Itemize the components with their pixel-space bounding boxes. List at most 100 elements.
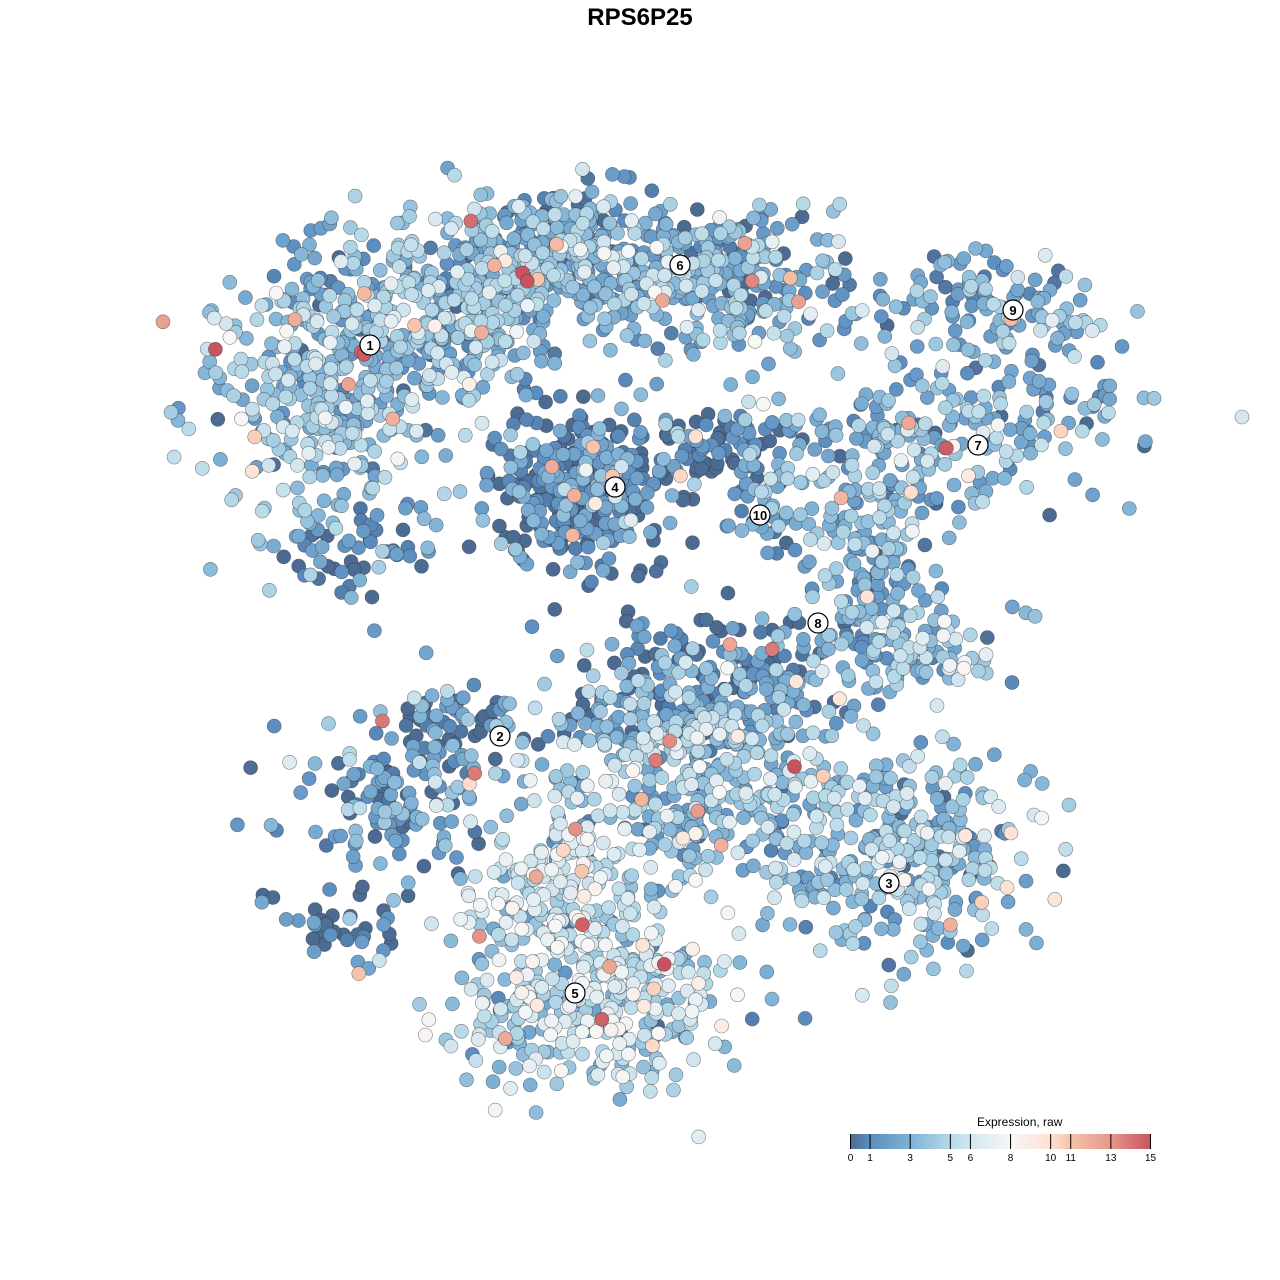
data-point — [804, 501, 820, 517]
data-point — [646, 714, 662, 729]
data-point — [959, 963, 974, 979]
data-point — [803, 306, 818, 322]
data-point — [937, 254, 952, 270]
data-point — [629, 618, 645, 634]
data-point — [795, 631, 811, 647]
data-point — [443, 1038, 459, 1054]
data-point — [264, 336, 279, 352]
data-point — [782, 917, 798, 932]
data-point — [838, 882, 854, 897]
data-point — [308, 824, 323, 840]
data-point — [989, 430, 1004, 446]
data-point — [181, 421, 197, 437]
data-point — [691, 1129, 707, 1145]
data-point — [668, 684, 683, 700]
data-point — [653, 631, 668, 646]
data-point — [347, 188, 363, 204]
data-point — [924, 769, 940, 785]
data-point — [322, 335, 338, 350]
data-point — [713, 335, 728, 351]
data-point — [317, 410, 333, 426]
data-point — [759, 964, 775, 980]
data-point — [322, 882, 337, 897]
data-point — [573, 242, 588, 257]
data-point — [373, 856, 388, 871]
data-point — [941, 530, 957, 546]
data-point — [902, 608, 918, 624]
data-point — [627, 491, 643, 507]
data-point — [623, 512, 639, 528]
data-point — [662, 822, 678, 837]
data-point — [856, 718, 871, 733]
data-point — [606, 655, 622, 671]
data-point — [857, 577, 873, 593]
data-point — [384, 731, 399, 746]
data-point — [741, 394, 756, 410]
data-point — [316, 493, 332, 509]
data-point — [779, 328, 795, 344]
data-point — [899, 786, 915, 801]
data-point — [424, 302, 440, 318]
data-point — [377, 469, 393, 485]
data-point — [518, 387, 534, 403]
data-point — [602, 690, 618, 705]
data-point — [649, 240, 665, 255]
data-point — [371, 559, 387, 575]
data-point — [249, 312, 265, 328]
data-point — [974, 894, 990, 910]
data-point — [582, 333, 598, 349]
data-point — [349, 302, 365, 318]
data-point — [395, 522, 411, 538]
data-point — [937, 456, 953, 472]
data-point — [977, 828, 992, 844]
cluster-label-1: 1 — [359, 334, 381, 356]
data-point — [755, 396, 771, 412]
data-point — [1053, 423, 1069, 439]
data-point — [467, 766, 483, 781]
data-point — [865, 726, 881, 742]
data-point — [321, 716, 336, 731]
data-point — [499, 808, 515, 824]
data-point — [1085, 487, 1100, 503]
data-point — [730, 987, 745, 1003]
data-point — [504, 932, 520, 948]
data-point — [681, 690, 697, 705]
data-point — [404, 287, 420, 302]
data-point — [630, 568, 646, 584]
data-point — [624, 213, 639, 228]
data-point — [801, 516, 817, 532]
data-point — [1068, 315, 1083, 330]
data-point — [615, 919, 630, 934]
data-point — [524, 619, 540, 635]
data-point — [651, 1025, 666, 1041]
cluster-label-text: 9 — [1009, 303, 1016, 318]
data-point — [279, 323, 295, 339]
data-point — [901, 415, 917, 431]
data-point — [846, 556, 862, 572]
data-point — [461, 376, 477, 392]
data-point — [691, 976, 706, 991]
data-point — [574, 863, 590, 879]
data-point — [552, 388, 568, 404]
data-point — [620, 891, 636, 906]
data-point — [814, 835, 830, 851]
data-point — [656, 451, 671, 467]
data-point — [999, 258, 1014, 274]
data-point — [443, 221, 459, 236]
data-point — [728, 300, 744, 316]
data-point — [429, 708, 444, 724]
data-point — [952, 515, 967, 530]
data-point — [390, 451, 406, 467]
data-point — [722, 814, 737, 830]
data-point — [644, 1070, 660, 1085]
data-point — [816, 890, 832, 906]
data-point — [369, 507, 385, 523]
data-point — [884, 978, 899, 994]
data-point — [438, 448, 454, 463]
data-point — [747, 333, 763, 349]
data-point — [929, 791, 945, 806]
data-point — [468, 1053, 484, 1068]
data-point — [1077, 277, 1093, 293]
data-point — [244, 378, 260, 394]
data-point — [366, 238, 382, 253]
